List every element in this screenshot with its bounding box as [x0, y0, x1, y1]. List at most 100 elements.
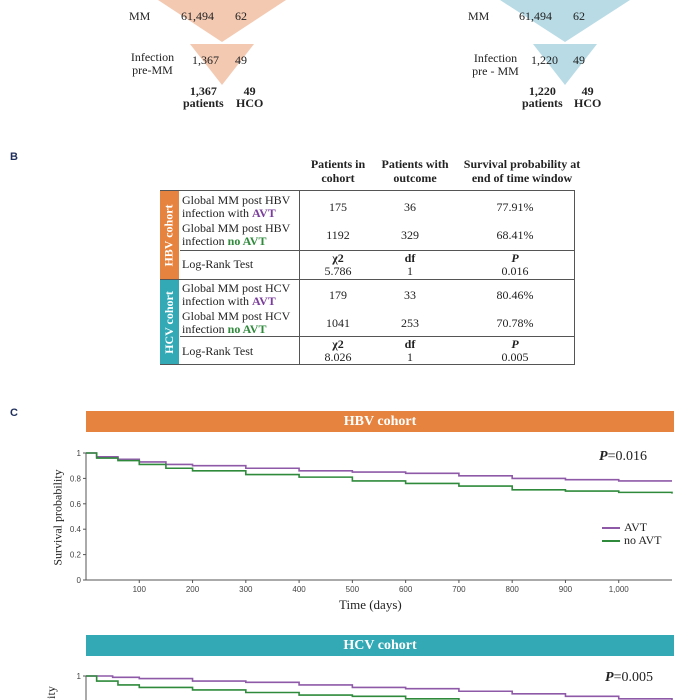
hbv-chi-value: 5.786 — [324, 264, 352, 278]
header-survival-1: Survival probability at — [463, 157, 581, 171]
hbv-cohort-bar-label: HBV cohort — [162, 203, 177, 267]
hcv-row-noavt-label: Global MM post HCV infection no AVT — [182, 310, 300, 336]
hcv-infection-label-1: Infection — [473, 51, 518, 65]
hcv-noavt-survival: 70.78% — [496, 316, 534, 330]
hcv-km-ylabel-fragment: ity — [43, 686, 58, 699]
hcv-km-p-value: =0.005 — [613, 670, 653, 685]
hcv-df: df 1 — [375, 338, 445, 364]
x-tick-label: 100 — [133, 585, 147, 594]
hbv-chi: χ2 5.786 — [303, 252, 373, 278]
hcv-row-noavt-tag: no AVT — [227, 322, 267, 336]
hcv-test-rule — [180, 336, 575, 337]
hbv-noavt-patients: 1192 — [326, 228, 350, 242]
hbv-infection-hco: 49 — [235, 53, 247, 67]
hcv-chi-value: 8.026 — [324, 350, 352, 364]
hbv-row-avt-label: Global MM post HBV infection with AVT — [182, 194, 300, 220]
x-tick-label: 200 — [186, 585, 200, 594]
hbv-df-head: df — [404, 251, 416, 265]
x-tick-label: 800 — [506, 585, 520, 594]
x-tick-label: 900 — [559, 585, 573, 594]
hcv-infection-hco: 49 — [573, 53, 585, 67]
hbv-p: P 0.016 — [455, 252, 575, 278]
hbv-test-rule — [180, 250, 575, 251]
hcv-total-hco: 49 HCO — [574, 85, 601, 109]
x-tick-label: 600 — [399, 585, 413, 594]
hcv-avt-outcome: 33 — [404, 288, 416, 302]
header-patients-in-cohort: Patients in cohort — [303, 157, 373, 185]
hcv-mm-label: MM — [468, 9, 490, 23]
avt-survival-curve — [86, 452, 672, 482]
hcv-avt-patients: 179 — [329, 288, 347, 302]
header-patients-with-outcome-2: outcome — [393, 171, 437, 185]
no-avt-survival-curve — [86, 452, 673, 494]
hcv-df-value: 1 — [407, 350, 413, 364]
panel-b-letter: B — [10, 151, 18, 163]
hbv-infection-label: Infection pre-MM — [125, 51, 180, 77]
y-tick-label: 1 — [77, 449, 82, 458]
hcv-row-avt-text: Global MM post HCV infection with — [182, 281, 291, 308]
hcv-row-avt-tag: AVT — [251, 294, 276, 308]
hbv-legend-avt: AVT — [602, 520, 647, 535]
hbv-km-plot: 0 0.2 0.4 0.6 0.8 1 100 200 300 400 500 600 700 800 90… — [70, 449, 673, 594]
hcv-p: P 0.005 — [455, 338, 575, 364]
hcv-funnel-bottom — [533, 44, 597, 85]
hbv-total-patients: 1,367 patients — [183, 85, 224, 109]
x-tick-label: 700 — [452, 585, 466, 594]
hbv-infection-label-1: Infection — [130, 50, 175, 64]
avt-survival-curve — [86, 675, 673, 700]
hbv-total-hco: 49 HCO — [236, 85, 263, 109]
table-bottom-rule — [160, 364, 575, 365]
y-tick-label: 0.6 — [70, 500, 82, 509]
hcv-avt-survival: 80.46% — [496, 288, 534, 302]
hbv-km-p-letter: P — [599, 449, 608, 464]
hcv-total-patients-value: 1,220 — [528, 84, 556, 98]
hbv-avt-patients: 175 — [329, 200, 347, 214]
hbv-mm-patients: 61,494 — [181, 9, 214, 23]
header-patients-with-outcome-1: Patients with — [381, 157, 449, 171]
hcv-noavt-patients: 1041 — [326, 316, 350, 330]
hcv-infection-label: Infection pre - MM — [468, 52, 523, 78]
x-tick-label: 300 — [239, 585, 253, 594]
header-patients-with-outcome: Patients with outcome — [375, 157, 455, 185]
hcv-total-hco-word: HCO — [574, 96, 602, 110]
hbv-legend-avt-swatch — [602, 526, 620, 529]
hbv-total-hco-value: 49 — [243, 84, 256, 98]
hbv-avt-survival: 77.91% — [496, 200, 534, 214]
y-tick-label: 0.4 — [70, 525, 82, 534]
hcv-row-avt-label: Global MM post HCV infection with AVT — [182, 282, 300, 308]
hbv-mm-label: MM — [129, 9, 151, 23]
hbv-funnel-top — [158, 0, 286, 42]
x-tick-label: 1,000 — [609, 585, 630, 594]
hbv-logrank-label: Log-Rank Test — [182, 257, 254, 271]
panel-a-funnels — [158, 0, 630, 85]
hbv-cohort-bar: HBV cohort — [160, 191, 179, 279]
hcv-infection-patients: 1,220 — [531, 53, 558, 67]
hcv-chi: χ2 8.026 — [303, 338, 373, 364]
y-tick-label: 0 — [77, 576, 82, 585]
y-tick-label: 0.8 — [70, 474, 82, 483]
header-patients-in-cohort-2: cohort — [321, 171, 355, 185]
hcv-km-p-letter: P — [605, 670, 614, 685]
hbv-noavt-survival: 68.41% — [496, 228, 534, 242]
hbv-infection-label-2: pre-MM — [132, 63, 173, 77]
hcv-total-patients-word: patients — [522, 96, 563, 110]
hbv-infection-patients: 1,367 — [192, 53, 219, 67]
header-survival-2: end of time window — [471, 171, 573, 185]
hcv-total-hco-value: 49 — [581, 84, 594, 98]
hcv-km-pvalue: P=0.005 — [605, 670, 653, 686]
hcv-noavt-outcome: 253 — [401, 316, 419, 330]
hbv-row-noavt-text: Global MM post HBV infection — [182, 221, 291, 248]
hcv-cohort-bar-label: HCV cohort — [162, 290, 176, 354]
hbv-mm-hco: 62 — [235, 9, 247, 23]
hcv-km-plot: 1 — [77, 672, 673, 700]
hcv-p-head: P — [511, 337, 519, 351]
hbv-df-value: 1 — [407, 264, 413, 278]
hcv-row-noavt-text: Global MM post HCV infection — [182, 309, 291, 336]
hcv-df-head: df — [404, 337, 416, 351]
y-tick-label: 0.2 — [70, 551, 82, 560]
hcv-mm-hco: 62 — [573, 9, 585, 23]
hbv-row-noavt-label: Global MM post HBV infection no AVT — [182, 222, 300, 248]
hbv-row-avt-tag: AVT — [251, 206, 276, 220]
hbv-total-patients-word: patients — [183, 96, 224, 110]
hcv-cohort-bar: HCV cohort — [160, 280, 179, 364]
